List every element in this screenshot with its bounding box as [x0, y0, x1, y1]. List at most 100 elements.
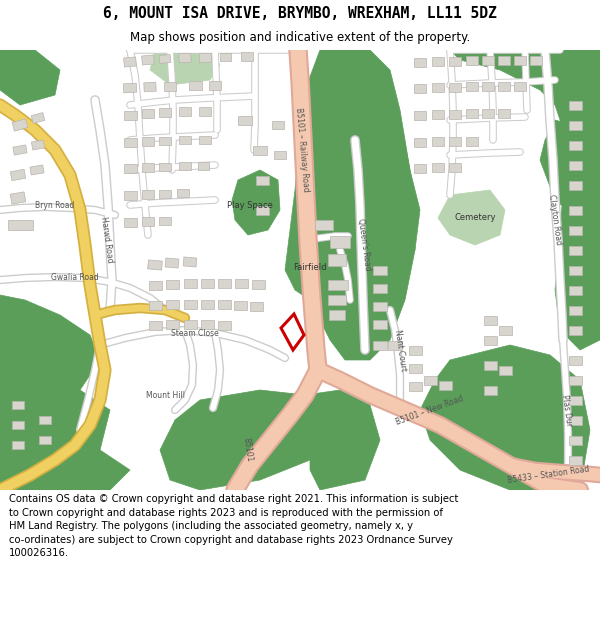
- Polygon shape: [31, 112, 45, 123]
- Polygon shape: [569, 436, 581, 444]
- Text: Clayton Road: Clayton Road: [547, 194, 563, 246]
- Polygon shape: [142, 162, 154, 171]
- Polygon shape: [209, 81, 221, 89]
- Polygon shape: [373, 284, 387, 292]
- Polygon shape: [315, 220, 333, 230]
- Polygon shape: [449, 82, 461, 91]
- Polygon shape: [184, 319, 197, 329]
- Polygon shape: [199, 136, 211, 144]
- Polygon shape: [499, 326, 511, 334]
- Text: B5101: B5101: [241, 438, 253, 462]
- Polygon shape: [10, 169, 26, 181]
- Polygon shape: [373, 301, 387, 311]
- Polygon shape: [569, 226, 581, 234]
- Polygon shape: [124, 164, 137, 172]
- Polygon shape: [482, 81, 494, 91]
- Text: Steam Close: Steam Close: [171, 329, 219, 339]
- Polygon shape: [439, 381, 452, 389]
- Text: Map shows position and indicative extent of the property.: Map shows position and indicative extent…: [130, 31, 470, 44]
- Polygon shape: [159, 163, 171, 171]
- Polygon shape: [514, 56, 526, 64]
- Polygon shape: [432, 162, 444, 171]
- Polygon shape: [569, 416, 581, 424]
- Polygon shape: [569, 306, 581, 314]
- Polygon shape: [165, 258, 179, 268]
- Polygon shape: [414, 84, 426, 92]
- Text: Contains OS data © Crown copyright and database right 2021. This information is : Contains OS data © Crown copyright and d…: [9, 494, 458, 559]
- Polygon shape: [449, 162, 461, 171]
- Text: B5101 – New Road: B5101 – New Road: [395, 394, 465, 426]
- Polygon shape: [569, 376, 581, 384]
- Polygon shape: [144, 82, 156, 92]
- Polygon shape: [183, 257, 197, 267]
- Text: Fairfield: Fairfield: [293, 264, 327, 272]
- Polygon shape: [12, 119, 28, 131]
- Polygon shape: [432, 109, 444, 119]
- Polygon shape: [31, 140, 44, 150]
- Polygon shape: [328, 280, 348, 290]
- Polygon shape: [315, 100, 415, 360]
- Text: B5101 – Railway Road: B5101 – Railway Road: [294, 107, 310, 192]
- Polygon shape: [177, 189, 189, 197]
- Polygon shape: [179, 53, 191, 63]
- Polygon shape: [124, 217, 137, 226]
- Polygon shape: [148, 260, 163, 270]
- Polygon shape: [449, 136, 461, 146]
- Polygon shape: [424, 376, 437, 384]
- Polygon shape: [0, 50, 60, 105]
- Polygon shape: [39, 436, 51, 444]
- Polygon shape: [569, 181, 581, 189]
- Polygon shape: [149, 301, 161, 309]
- Polygon shape: [184, 279, 197, 288]
- Polygon shape: [164, 81, 176, 91]
- Polygon shape: [124, 138, 137, 146]
- Polygon shape: [142, 109, 154, 118]
- Polygon shape: [199, 106, 211, 116]
- Polygon shape: [432, 56, 444, 66]
- Polygon shape: [409, 364, 421, 372]
- Polygon shape: [241, 51, 253, 61]
- Polygon shape: [530, 56, 542, 64]
- Polygon shape: [12, 401, 24, 409]
- Polygon shape: [305, 390, 380, 490]
- Polygon shape: [0, 295, 100, 395]
- Polygon shape: [438, 190, 505, 245]
- Polygon shape: [251, 279, 265, 289]
- Polygon shape: [159, 107, 171, 116]
- Polygon shape: [449, 56, 461, 66]
- Text: B5433 – Station Road: B5433 – Station Road: [506, 465, 589, 485]
- Polygon shape: [10, 192, 26, 204]
- Polygon shape: [218, 279, 230, 288]
- Polygon shape: [569, 101, 581, 109]
- Polygon shape: [149, 281, 161, 289]
- Text: Gwalia Road: Gwalia Road: [51, 274, 99, 282]
- Polygon shape: [272, 121, 284, 129]
- Polygon shape: [30, 165, 44, 175]
- Polygon shape: [484, 336, 497, 344]
- Polygon shape: [550, 50, 600, 350]
- Polygon shape: [188, 81, 202, 89]
- Polygon shape: [388, 341, 402, 349]
- Polygon shape: [124, 191, 137, 199]
- Polygon shape: [232, 170, 280, 235]
- Polygon shape: [329, 310, 345, 320]
- Text: Queen's Road: Queen's Road: [356, 218, 372, 272]
- Polygon shape: [200, 279, 214, 288]
- Text: Mount Hill: Mount Hill: [146, 391, 185, 399]
- Polygon shape: [200, 299, 214, 309]
- Polygon shape: [39, 416, 51, 424]
- Polygon shape: [466, 56, 478, 64]
- Polygon shape: [12, 421, 24, 429]
- Polygon shape: [328, 295, 346, 305]
- Polygon shape: [200, 319, 214, 329]
- Polygon shape: [250, 301, 263, 311]
- Polygon shape: [414, 111, 426, 119]
- Polygon shape: [466, 81, 478, 91]
- Text: Play Space: Play Space: [227, 201, 273, 209]
- Polygon shape: [498, 56, 510, 64]
- Polygon shape: [569, 121, 581, 129]
- Polygon shape: [498, 81, 510, 91]
- Polygon shape: [414, 164, 426, 172]
- Polygon shape: [166, 319, 179, 329]
- Polygon shape: [7, 220, 32, 230]
